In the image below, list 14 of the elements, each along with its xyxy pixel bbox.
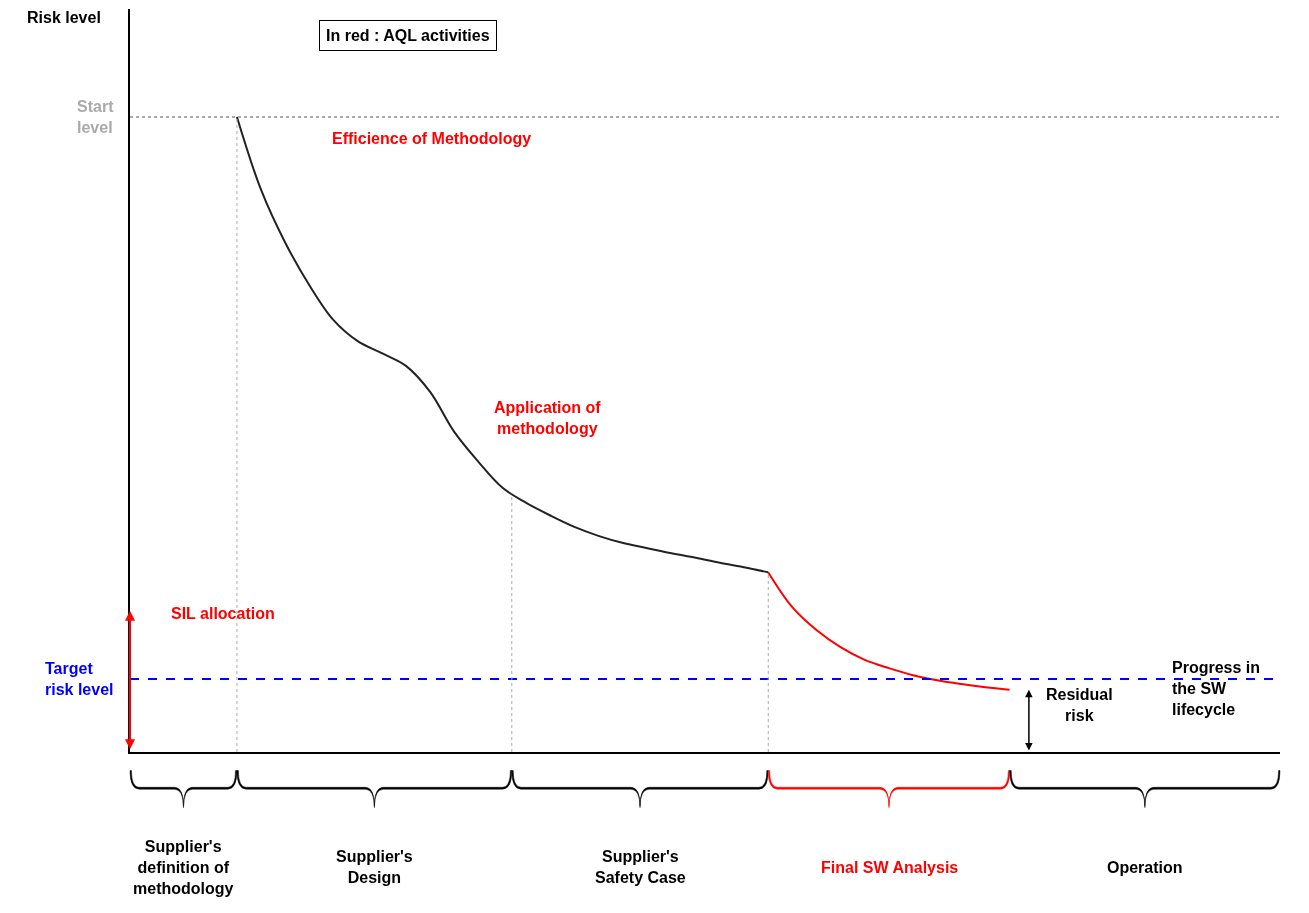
text: In red : AQL activities	[326, 27, 490, 44]
text: Residual risk	[1046, 686, 1113, 724]
text: Operation	[1107, 859, 1183, 876]
annotation: SIL allocation	[171, 605, 275, 622]
ref-line-label: Start level	[77, 98, 115, 136]
text: Final SW Analysis	[821, 859, 959, 876]
text: Risk level	[27, 9, 101, 26]
text: Supplier's definition of methodology	[133, 838, 234, 897]
text: Supplier's Safety Case	[595, 848, 686, 886]
text: Supplier's Design	[336, 848, 413, 886]
annotation: Efficience of Methodology	[332, 130, 532, 147]
annotation: Application of methodology	[494, 399, 602, 437]
text: Progress in the SW lifecycle	[1172, 659, 1261, 718]
ref-line-label: Target risk level	[45, 660, 114, 698]
